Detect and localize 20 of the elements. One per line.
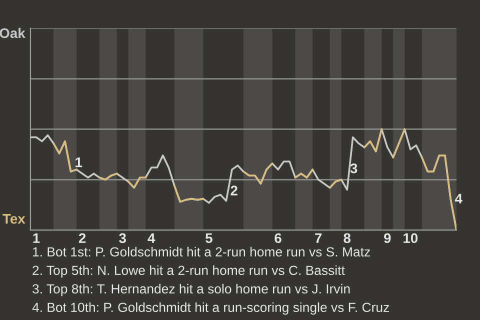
text: Oak [0,28,26,38]
x-tick-label: 10 [404,233,418,244]
annotation: 1 [76,158,82,168]
x-tick-label: 2 [78,233,86,243]
annotation: 3 [350,163,358,174]
x-tick-label: 7 [315,233,322,243]
text: Tex [2,214,26,224]
x-tick-label: 9 [384,233,391,244]
x-tick-label: 5 [206,233,212,244]
x-tick-label: 3 [119,233,126,244]
text: 2. Top 5th: N. Lowe hit a 2-run home run vs C. Bassitt [32,265,345,278]
text: 4. Bot 10th: P. Goldschmidt hit a run-scoring single vs F. Cruz [32,302,389,315]
text: 3. Top 8th: T. Hernandez hit a solo home run vs J. Irvin [32,284,350,296]
text: 1. Bot 1st: P. Goldschmidt hit a 2-run home run vs S. Matz [33,246,370,257]
x-tick-label: 6 [274,233,282,244]
annotation: 2 [230,186,238,196]
x-tick-label: 1 [33,233,40,243]
x-tick-label: 4 [148,233,156,243]
x-tick-label: 8 [344,233,351,244]
annotation: 4 [454,194,462,204]
